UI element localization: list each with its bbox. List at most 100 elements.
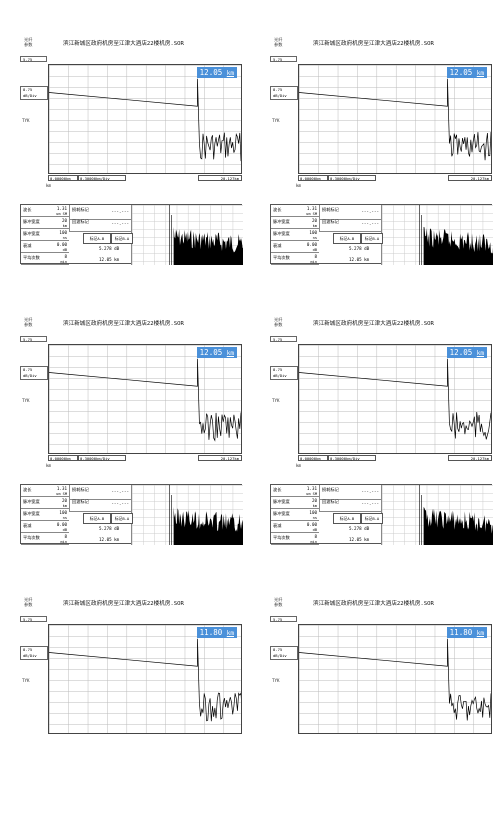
param-key: 衰减	[273, 523, 282, 528]
param-row: 衰减 0.00 dB	[271, 521, 319, 533]
ev-value: ---.---	[361, 489, 379, 494]
ev-label: 损耗标记	[322, 207, 339, 212]
event-row: 损耗标记 ---.---	[319, 205, 381, 220]
side-label: 光纤参数	[24, 317, 33, 327]
end-cell: 20.127km	[448, 175, 492, 181]
marker-plot	[131, 205, 243, 265]
km-label: km	[296, 183, 302, 188]
page-title: 滨江新城区政府机房至江津大酒店22楼机房.SOR	[313, 601, 434, 607]
param-key: 脉冲宽度	[23, 499, 40, 504]
page-title: 滨江新城区政府机房至江津大酒店22楼机房.SOR	[313, 321, 434, 327]
param-value: 0.00	[56, 522, 67, 527]
distance-unit: km	[226, 630, 234, 637]
scale-bottom: dB/Div	[23, 373, 37, 378]
event-row: 回波标记 ---.---	[319, 497, 381, 512]
otdr-panel: 光纤参数 滨江新城区政府机房至江津大酒店22楼机房.SOR 5.75 8.75 dB/D…	[270, 37, 493, 265]
param-key: 平均次数	[23, 535, 40, 540]
param-value: 20	[311, 218, 317, 223]
ev-value: ---.---	[111, 209, 129, 214]
page-title: 滨江新城区政府机房至江津大酒店22楼机房.SOR	[313, 41, 434, 47]
marker-plot	[381, 485, 493, 545]
param-value: 1.31	[56, 486, 67, 491]
param-key: 平均次数	[273, 535, 290, 540]
km-label: km	[46, 463, 52, 468]
otdr-panel: 光纤参数 滨江新城区政府机房至江津大酒店22楼机房.SOR 5.75 8.75 dB/D…	[20, 317, 243, 545]
scale-top: 8.75	[273, 647, 283, 652]
otdr-panel: 光纤参数 滨江新城区政府机房至江津大酒店22楼机房.SOR 5.75 8.75 dB/D…	[270, 597, 492, 824]
scale-bar: 0.00000km 0.30000km/Div 20.127km	[48, 175, 242, 181]
param-value: 20	[61, 498, 67, 503]
param-key: 波长	[23, 487, 32, 492]
ev-value: ---.---	[361, 209, 379, 214]
param-unit: dB	[312, 528, 317, 532]
event-table: 波长 1.31 um SM 脉冲宽度 20 km 脉冲宽度 100 ns 衰减 0.00 dB 平均次数…	[270, 484, 493, 545]
param-value: 100	[309, 230, 317, 235]
param-row: 脉冲宽度 20 km	[21, 217, 69, 229]
trace-plot: 12.05 km	[48, 344, 242, 454]
page-title: 滨江新城区政府机房至江津大酒店22楼机房.SOR	[63, 601, 184, 607]
scale-box: 8.75 dB/Div	[20, 86, 48, 100]
scale-bar: 0.00000km 0.30000km/Div 20.127km	[298, 175, 492, 181]
param-key: 波长	[273, 207, 282, 212]
param-value: 100	[309, 510, 317, 515]
param-key: 脉冲宽度	[273, 511, 290, 516]
scale-box: 8.75 dB/Div	[20, 366, 48, 380]
distance-badge: 11.80 km	[446, 627, 487, 638]
param-value: 100	[59, 510, 67, 515]
param-unit: um SM	[306, 492, 317, 496]
param-unit: dB	[62, 248, 67, 252]
range-box: 5.75	[270, 336, 297, 342]
scale-box: 8.75 dB/Div	[270, 646, 298, 660]
dist-value: 12.05 km	[349, 537, 370, 542]
param-row: 平均次数 8 min	[271, 253, 319, 265]
trace-label: TYK	[22, 678, 30, 683]
param-row: 衰减 0.00 dB	[271, 241, 319, 253]
event-table: 波长 1.31 um SM 脉冲宽度 20 km 脉冲宽度 100 ns 衰减 0.00 dB 平均次数…	[20, 484, 243, 545]
otdr-panel: 光纤参数 滨江新城区政府机房至江津大酒店22楼机房.SOR 5.75 8.75 dB/D…	[270, 317, 493, 545]
event-row: 损耗标记 ---.---	[319, 485, 381, 500]
event-table: 波长 1.31 um SM 脉冲宽度 20 km 脉冲宽度 100 ns 衰减 0.00 dB 平均次数…	[270, 204, 493, 265]
param-row: 波长 1.31 um SM	[21, 205, 69, 217]
scale-top: 8.75	[273, 87, 283, 92]
start-cell: 0.00000km	[48, 175, 78, 181]
scale-box: 8.75 dB/Div	[20, 646, 48, 660]
param-key: 衰减	[23, 523, 32, 528]
trace-plot: 11.80 km	[48, 624, 242, 734]
marker-ab-button: 标记A-B	[333, 233, 361, 244]
div-cell: 0.30000km/Div	[328, 455, 376, 461]
param-key: 脉冲宽度	[23, 219, 40, 224]
side-label: 光纤参数	[24, 597, 33, 607]
param-row: 脉冲宽度 20 km	[271, 497, 319, 509]
event-row: 回波标记 ---.---	[69, 497, 131, 512]
distance-unit: km	[476, 70, 484, 77]
param-key: 衰减	[273, 243, 282, 248]
marker-plot	[381, 205, 493, 265]
dist-value: 12.05 km	[99, 537, 120, 542]
param-key: 脉冲宽度	[273, 231, 290, 236]
side-label: 光纤参数	[24, 37, 33, 47]
side-label: 光纤参数	[274, 317, 283, 327]
div-cell: 0.30000km/Div	[78, 175, 126, 181]
distance-value: 12.05	[449, 348, 473, 357]
param-row: 脉冲宽度 100 ns	[271, 229, 319, 241]
param-unit: ns	[62, 236, 67, 240]
scale-bottom: dB/Div	[273, 373, 287, 378]
distance-badge: 12.05 km	[196, 347, 237, 358]
loss-value: 5.278 dB	[99, 526, 120, 531]
distance-badge: 12.05 km	[446, 67, 487, 78]
scale-bottom: dB/Div	[23, 93, 37, 98]
param-key: 衰减	[23, 243, 32, 248]
param-unit: km	[312, 504, 317, 508]
param-row: 波长 1.31 um SM	[271, 205, 319, 217]
param-row: 平均次数 8 min	[21, 253, 69, 265]
param-row: 脉冲宽度 100 ns	[21, 229, 69, 241]
otdr-panel: 光纤参数 滨江新城区政府机房至江津大酒店22楼机房.SOR 5.75 8.75 dB/D…	[20, 597, 242, 824]
param-row: 脉冲宽度 20 km	[271, 217, 319, 229]
end-cell: 20.127km	[198, 175, 242, 181]
trace-label: TYK	[22, 118, 30, 123]
param-unit: ns	[62, 516, 67, 520]
scale-bottom: dB/Div	[273, 93, 287, 98]
side-label: 光纤参数	[274, 597, 283, 607]
param-row: 脉冲宽度 100 ns	[21, 509, 69, 521]
param-unit: dB	[312, 248, 317, 252]
